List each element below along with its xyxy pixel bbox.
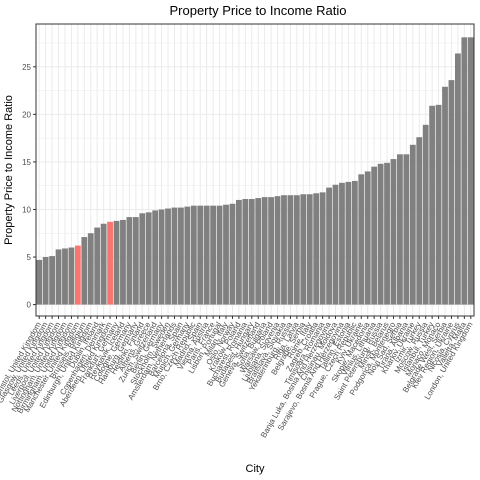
bar (287, 195, 294, 305)
bar (171, 207, 178, 305)
y-tick-label: 10 (22, 205, 31, 214)
bar (203, 205, 210, 305)
bar (409, 144, 416, 305)
bar (461, 37, 468, 305)
bar (293, 195, 300, 305)
bar (371, 166, 378, 305)
bar (210, 205, 217, 305)
bar (120, 219, 126, 305)
y-tick-label: 20 (22, 110, 31, 119)
bar (145, 212, 152, 305)
bar (448, 80, 455, 305)
bar (300, 194, 307, 305)
bar (229, 203, 236, 305)
bar (107, 221, 113, 305)
bar (435, 104, 442, 305)
bar (255, 198, 262, 305)
bar (87, 233, 94, 305)
bar (62, 248, 68, 305)
y-tick-label: 5 (27, 253, 32, 262)
bar (113, 220, 120, 305)
bar (223, 204, 229, 305)
bar (36, 259, 43, 305)
bar (454, 53, 461, 305)
bar (74, 245, 81, 305)
bar (384, 162, 390, 305)
bar (197, 205, 204, 305)
bar (178, 207, 184, 305)
bar (126, 217, 133, 305)
chart-title: Property Price to Income Ratio (169, 3, 346, 18)
bar (268, 197, 275, 305)
bar (274, 196, 281, 305)
bar (345, 181, 352, 305)
bar (94, 227, 101, 305)
bar (139, 213, 146, 305)
y-axis-title: Property Price to Income Ratio (3, 95, 15, 245)
bar (190, 205, 197, 305)
bar (332, 184, 339, 305)
bar (442, 86, 448, 305)
bar (390, 159, 397, 305)
bar (467, 37, 474, 305)
bar (184, 206, 191, 305)
y-axis-ticks: 0 5 10 15 20 25 (22, 63, 36, 310)
bar (281, 195, 287, 305)
bar (429, 105, 436, 305)
bar (68, 247, 75, 305)
bar (306, 194, 313, 305)
bar (377, 163, 384, 305)
bar (319, 192, 326, 305)
bar (397, 154, 403, 305)
bar (326, 187, 332, 305)
bar (422, 124, 429, 305)
panel-border (35, 23, 475, 317)
bar (100, 223, 107, 305)
bars (36, 37, 474, 305)
bar (158, 209, 165, 305)
bar (132, 217, 139, 305)
x-axis-title: City (246, 463, 265, 475)
bar (42, 257, 49, 305)
bar (403, 154, 410, 305)
bar (248, 199, 255, 305)
y-tick-label: 15 (22, 158, 31, 167)
bar (81, 237, 88, 305)
bar (242, 199, 249, 305)
bar (416, 137, 423, 305)
bar (339, 182, 345, 305)
y-tick-label: 25 (22, 63, 31, 72)
bar (152, 210, 159, 305)
bar (351, 180, 358, 305)
bar (261, 197, 268, 305)
bar (55, 249, 62, 305)
bar (358, 174, 365, 305)
bar (216, 205, 223, 305)
bar (313, 193, 320, 305)
y-tick-label: 0 (27, 301, 32, 310)
bar (49, 256, 56, 305)
bar (235, 199, 242, 305)
bar (364, 171, 371, 305)
bar (165, 208, 171, 305)
